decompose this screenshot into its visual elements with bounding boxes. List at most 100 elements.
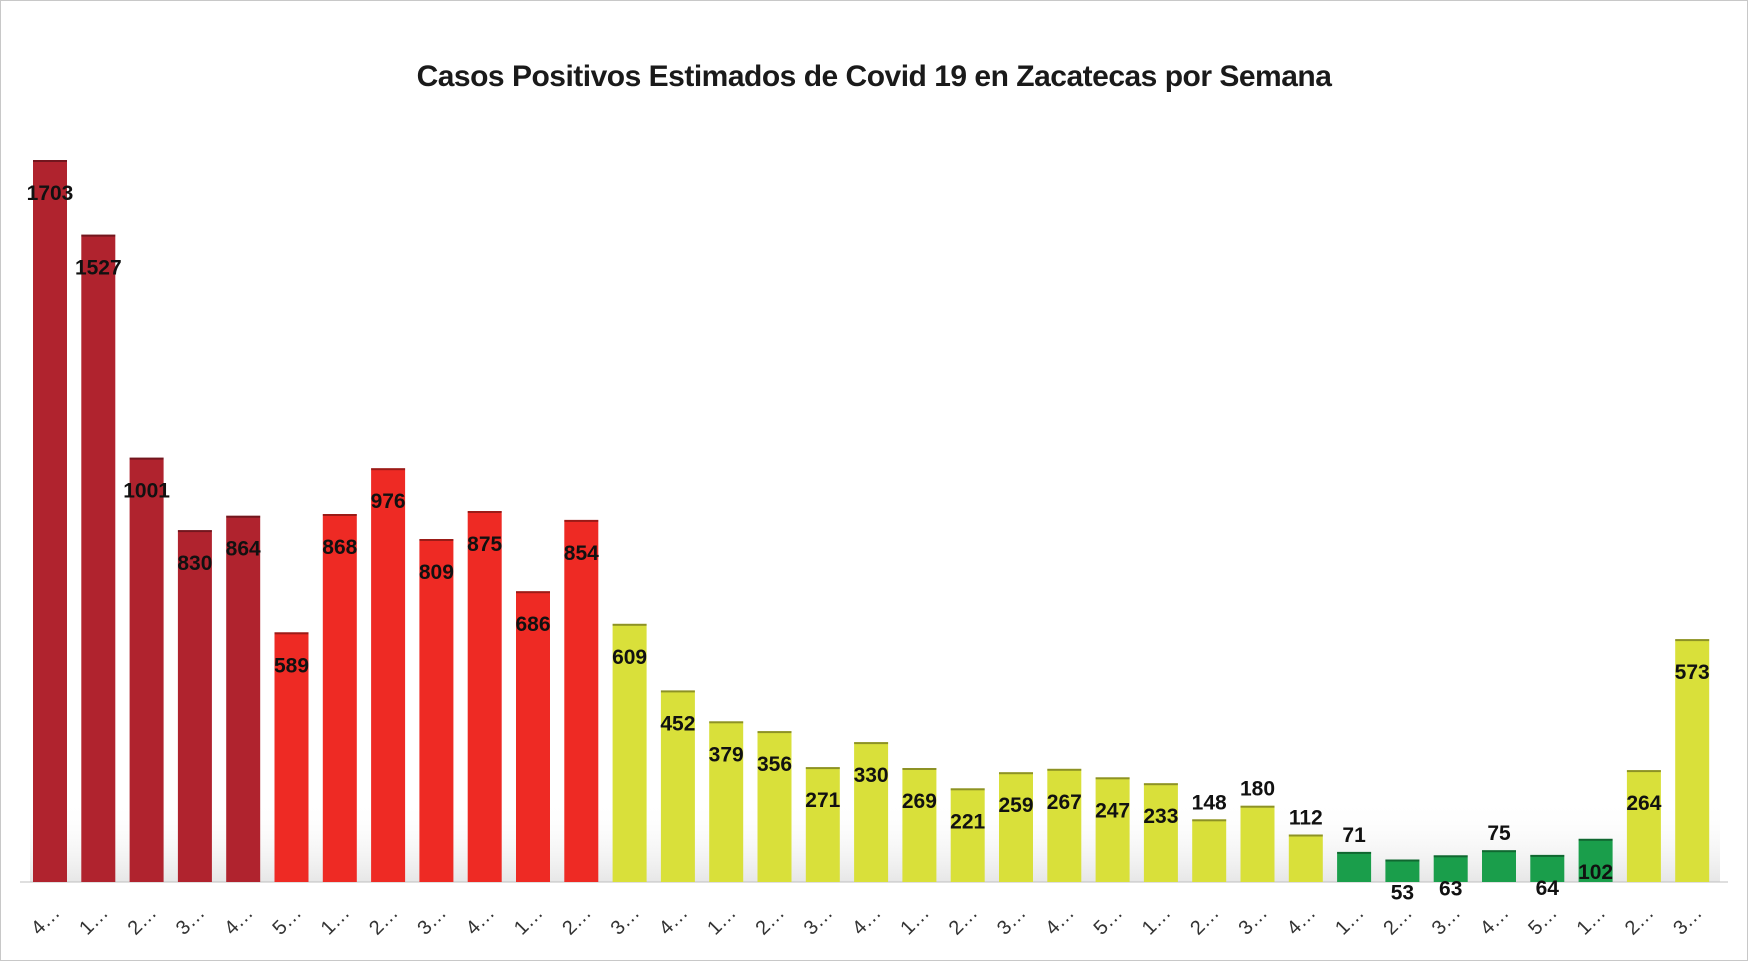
bar-value-label: 112 xyxy=(1289,807,1323,830)
bar-top-edge xyxy=(709,721,744,724)
x-tick-label: 3… xyxy=(993,902,1031,940)
bar xyxy=(129,457,164,882)
bar-top-edge xyxy=(1385,859,1420,862)
x-tick-label: 4… xyxy=(655,902,693,940)
bar-value-label: 64 xyxy=(1536,877,1560,900)
bar xyxy=(467,511,502,882)
bar-value-label: 264 xyxy=(1626,792,1661,815)
x-tick-label: 2… xyxy=(124,902,162,940)
bar-value-label: 330 xyxy=(854,764,889,787)
bar-value-label: 102 xyxy=(1578,861,1613,884)
bar-top-edge xyxy=(177,530,212,533)
bar xyxy=(226,515,261,882)
bar-value-label: 148 xyxy=(1192,791,1227,814)
bar xyxy=(950,788,985,882)
bar-top-edge xyxy=(1288,834,1323,837)
x-tick-label: 4… xyxy=(220,902,258,940)
x-tick-label: 3… xyxy=(607,902,645,940)
bar-value-label: 247 xyxy=(1095,799,1130,822)
x-tick-label: 1… xyxy=(1331,902,1369,940)
bar-value-label: 854 xyxy=(564,542,599,565)
bar-top-edge xyxy=(516,591,550,594)
bar-value-label: 233 xyxy=(1143,805,1178,828)
bar-value-label: 63 xyxy=(1439,877,1462,900)
bar-value-label: 1703 xyxy=(27,182,74,205)
x-tick-label: 1… xyxy=(510,902,548,940)
bar-top-edge xyxy=(371,468,406,471)
bar xyxy=(612,623,647,882)
bar xyxy=(1626,770,1661,882)
x-tick-label: 5… xyxy=(268,902,306,940)
x-tick-label: 5… xyxy=(1524,902,1562,940)
bar-value-label: 686 xyxy=(515,613,550,636)
bar-top-edge xyxy=(322,514,357,516)
bar-top-edge xyxy=(757,731,792,734)
bar xyxy=(1288,834,1323,882)
bar-top-edge xyxy=(1675,639,1710,642)
bar xyxy=(564,519,599,882)
x-tick-label: 2… xyxy=(365,902,403,940)
chart-title: Casos Positivos Estimados de Covid 19 en… xyxy=(416,60,1332,93)
x-tick-label: 2… xyxy=(751,902,789,940)
bar xyxy=(805,767,840,882)
bar-value-label: 976 xyxy=(371,490,406,513)
bar xyxy=(274,632,309,882)
bar-top-edge xyxy=(1433,855,1468,858)
bar-top-edge xyxy=(419,539,454,541)
bar-top-edge xyxy=(1530,854,1565,857)
bar-top-edge xyxy=(854,742,889,745)
x-tick-labels-group: 4… 1… 2… 3… 4… 5… 1… 2… 3… 4… 1… 2… 3… 4… 1… 2… 3… 4… 1… 2…… xyxy=(27,902,1707,940)
bar-value-label: 830 xyxy=(177,552,212,575)
x-tick-label: 4… xyxy=(1476,902,1514,940)
bar-value-label: 809 xyxy=(419,561,454,584)
bar-top-edge xyxy=(33,160,67,162)
bar-top-edge xyxy=(1095,777,1130,780)
x-tick-label: 2… xyxy=(558,902,596,940)
bar xyxy=(1192,819,1227,882)
bar-value-label: 868 xyxy=(322,536,357,559)
bar-top-edge xyxy=(612,623,647,626)
x-tick-label: 2… xyxy=(945,902,983,940)
bar-top-edge xyxy=(660,690,695,693)
bar xyxy=(709,721,744,882)
x-tick-label: 4… xyxy=(462,902,500,940)
x-tick-label: 3… xyxy=(800,902,838,940)
x-tick-label: 2… xyxy=(1379,902,1417,940)
bar-top-edge xyxy=(129,457,164,460)
bar-top-edge xyxy=(1192,819,1227,822)
bar xyxy=(1578,838,1613,882)
bar-value-label: 267 xyxy=(1047,791,1082,814)
bar xyxy=(902,768,937,882)
x-tick-label: 1… xyxy=(703,902,741,940)
bar xyxy=(1482,850,1516,882)
bar xyxy=(854,742,889,882)
x-tick-label: 3… xyxy=(172,902,210,940)
bar xyxy=(1385,859,1420,882)
bar-labels-group: 1703 1527 1001 830 864 589 868 976 809 875 686 854 6… xyxy=(27,182,1710,905)
bar xyxy=(757,731,792,882)
bar-value-label: 71 xyxy=(1342,824,1366,847)
bar-value-label: 875 xyxy=(467,533,502,556)
bar-value-label: 379 xyxy=(709,743,744,766)
x-tick-label: 2… xyxy=(1186,902,1224,940)
bar-top-edge xyxy=(1047,768,1082,771)
bar xyxy=(1240,805,1275,882)
bar xyxy=(81,234,116,883)
x-tick-label: 4… xyxy=(1041,902,1079,940)
bar xyxy=(1095,777,1130,882)
bar-top-edge xyxy=(999,772,1033,775)
bar-value-label: 1527 xyxy=(75,257,122,280)
bar-value-label: 589 xyxy=(274,654,309,677)
bar xyxy=(1433,855,1468,882)
bar xyxy=(516,591,550,882)
x-tick-label: 3… xyxy=(1669,902,1707,940)
bar-value-label: 452 xyxy=(660,712,695,735)
x-tick-label: 1… xyxy=(1138,902,1176,940)
bar-top-edge xyxy=(226,515,261,518)
bar-value-label: 1001 xyxy=(123,480,170,503)
x-tick-label: 3… xyxy=(1234,902,1272,940)
bar xyxy=(419,539,454,882)
bar xyxy=(1675,639,1710,882)
x-tick-label: 1… xyxy=(75,902,113,940)
bar xyxy=(1530,854,1565,882)
